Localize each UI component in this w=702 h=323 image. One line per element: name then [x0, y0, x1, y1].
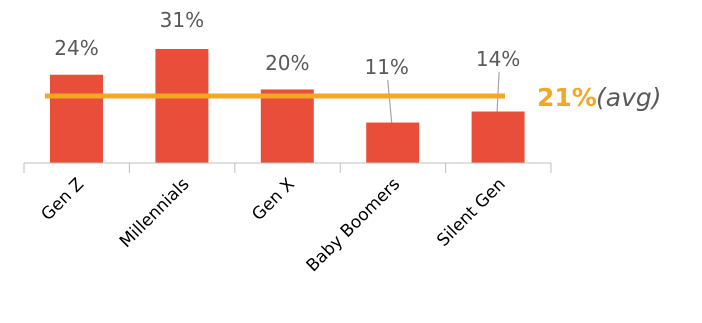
category-label: Gen X: [248, 174, 299, 225]
bar-gen-z: [50, 74, 103, 163]
average-suffix-label: (avg): [596, 83, 662, 112]
bar-gen-x: [260, 89, 314, 163]
value-label: 24%: [54, 36, 98, 60]
bar-millennials: [155, 49, 209, 163]
category-labels-group: Gen Z Millennials Gen X Baby Boomers Silent …: [37, 174, 509, 276]
x-axis-ticks-group: [23, 163, 552, 173]
category-label: Silent Gen: [433, 174, 509, 250]
leader-lines-group: [387, 71, 500, 123]
leader-line: [496, 71, 500, 112]
value-label: 14%: [476, 47, 520, 71]
value-labels-group: 24% 31% 20% 11% 14%: [54, 8, 520, 79]
category-label: Baby Boomers: [303, 174, 405, 276]
bars-group: [50, 49, 525, 163]
bar-baby-boomers: [366, 122, 420, 163]
average-value-label: 21%: [537, 83, 597, 112]
bar-silent-gen: [471, 111, 525, 163]
category-label: Millennials: [116, 174, 194, 252]
value-label: 11%: [364, 55, 408, 79]
value-label: 31%: [160, 8, 204, 32]
value-label: 20%: [265, 51, 309, 75]
leader-line: [387, 79, 393, 123]
category-label: Gen Z: [37, 174, 88, 225]
